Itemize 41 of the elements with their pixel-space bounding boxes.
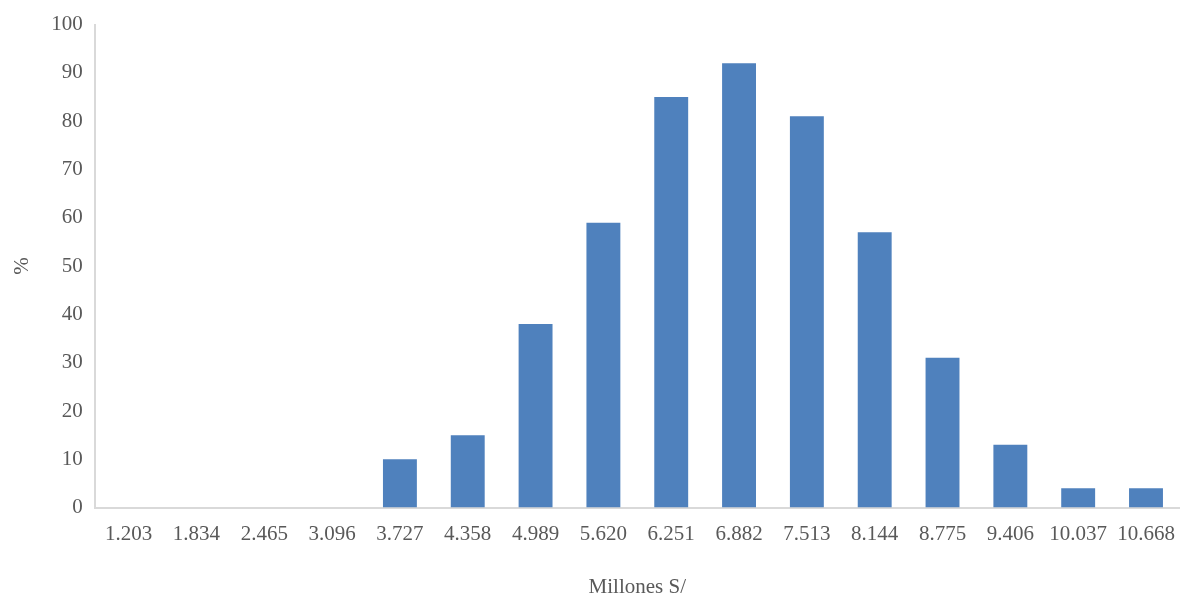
x-tick-label: 7.513	[783, 520, 831, 545]
y-tick-label: 10	[61, 445, 83, 470]
bar	[722, 63, 756, 508]
y-tick-label: 50	[61, 252, 83, 277]
bar	[654, 97, 689, 508]
y-tick-label: 80	[61, 107, 83, 132]
x-tick-label: 3.096	[308, 520, 356, 545]
y-tick-label: 20	[61, 397, 83, 422]
x-tick-label: 10.668	[1117, 520, 1175, 545]
x-axis-title: Millones S/	[588, 573, 687, 598]
bar	[518, 324, 553, 508]
x-tick-label: 3.727	[376, 520, 424, 545]
bar	[586, 222, 621, 508]
bar	[450, 435, 485, 508]
x-tick-label: 2.465	[240, 520, 288, 545]
x-tick-label: 8.144	[851, 520, 899, 545]
bar	[1061, 488, 1096, 508]
x-tick-label: 4.358	[444, 520, 492, 545]
bar	[925, 357, 960, 508]
bar	[1129, 488, 1163, 508]
x-tick-label: 5.620	[579, 520, 628, 545]
x-tick-label: 10.037	[1049, 520, 1108, 545]
bar	[382, 459, 417, 508]
x-tick-label: 9.406	[986, 520, 1034, 545]
x-tick-label: 6.251	[647, 520, 695, 545]
x-tick-label: 4.989	[511, 520, 560, 545]
bar	[857, 232, 892, 508]
y-tick-label: 0	[72, 494, 83, 519]
y-tick-label: 30	[61, 349, 83, 374]
x-tick-label: 8.775	[918, 520, 967, 545]
x-tick-label: 1.834	[172, 520, 221, 545]
y-tick-label: 100	[51, 11, 83, 36]
x-tick-label: 1.203	[104, 520, 153, 545]
y-tick-label: 40	[61, 300, 83, 325]
bar	[993, 444, 1028, 508]
y-tick-label: 70	[61, 156, 83, 181]
y-tick-label: 60	[61, 204, 83, 229]
x-tick-label: 6.882	[715, 520, 763, 545]
y-tick-label: 90	[61, 59, 83, 84]
y-axis-title: %	[9, 257, 34, 275]
bar	[789, 116, 824, 508]
